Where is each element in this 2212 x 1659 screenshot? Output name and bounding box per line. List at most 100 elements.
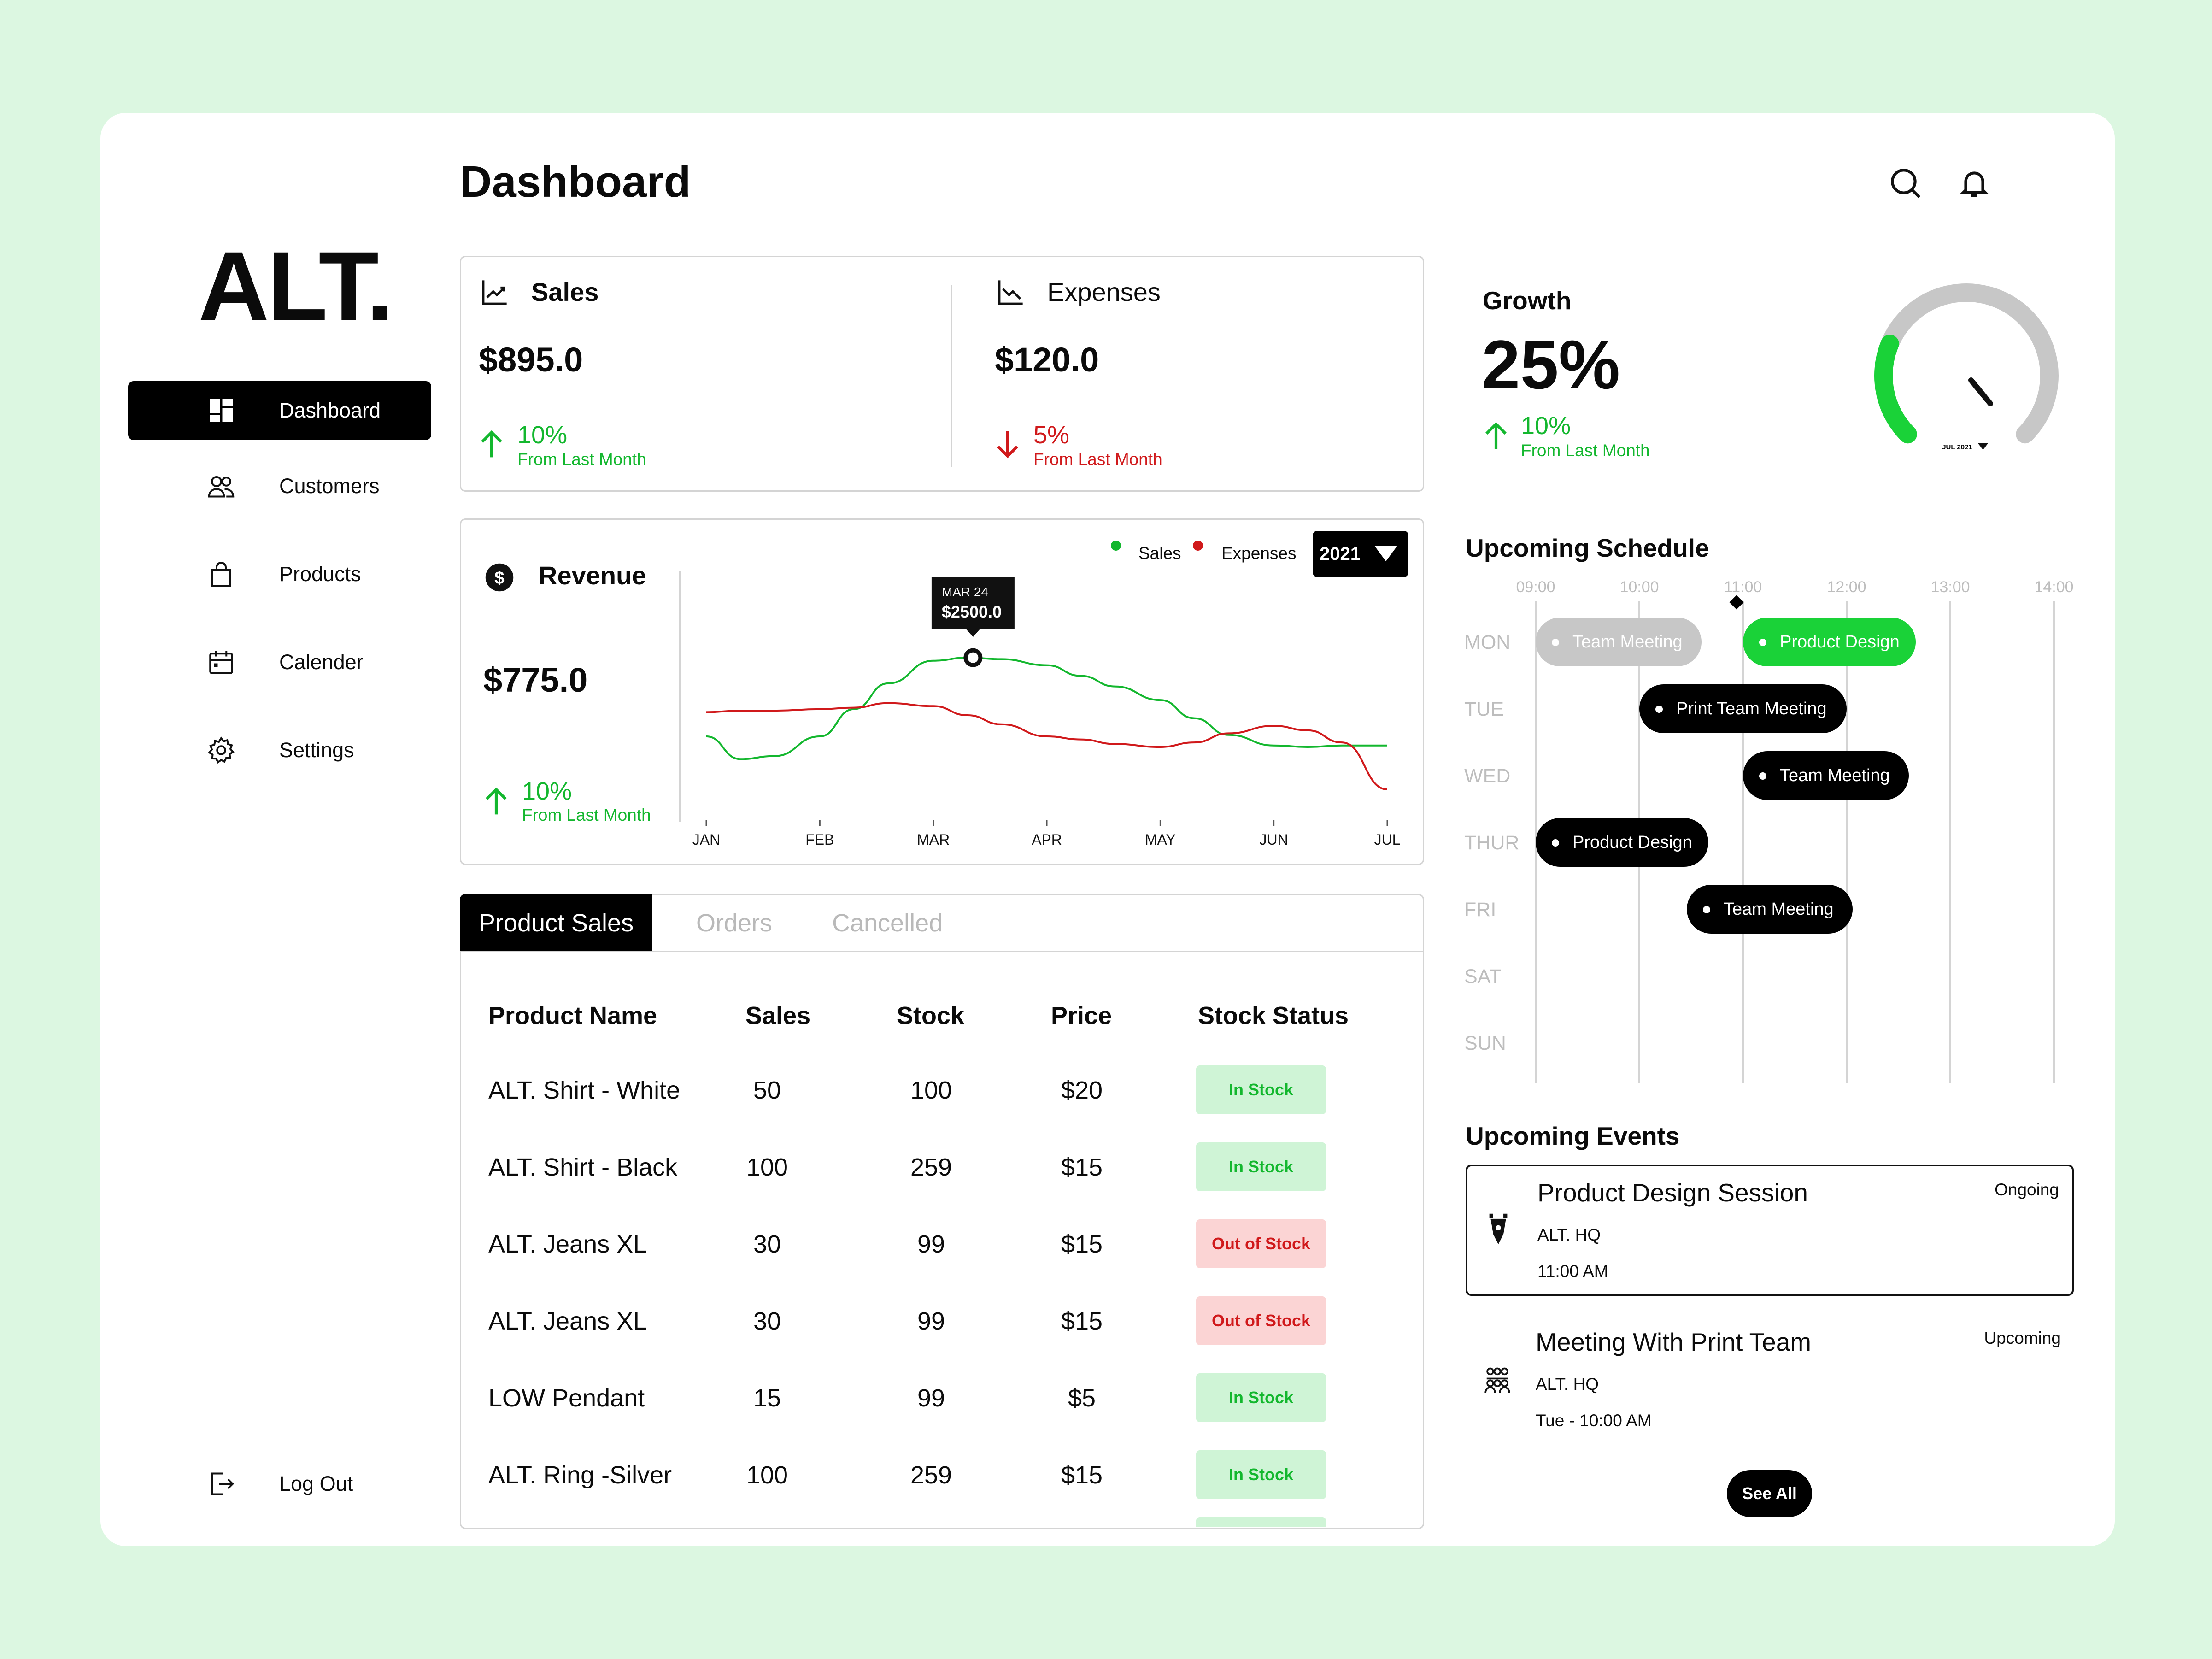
x-axis-tick-label: APR [1032, 831, 1062, 848]
gauge-label: JUL 2021 [1942, 443, 1972, 451]
cell-stock: 100 [910, 1077, 952, 1104]
arrow-down-icon [997, 431, 1018, 459]
cell-sales: 15 [753, 1384, 781, 1412]
stock-status-badge: In Stock [1196, 1373, 1326, 1422]
event-time: Tue - 10:00 AM [1536, 1411, 1652, 1430]
year-select[interactable]: 2021 [1313, 531, 1408, 577]
column-header-sales: Sales [745, 1002, 811, 1030]
event-product-design-mon[interactable]: Product Design [1743, 618, 1916, 666]
svg-text:$: $ [494, 568, 504, 588]
stock-status-badge: Out of Stock [1196, 1219, 1326, 1268]
schedule-hour-label: 14:00 [2034, 578, 2074, 596]
logout-icon [211, 1472, 234, 1495]
stock-status-badge: In Stock [1196, 1065, 1326, 1114]
event-place: ALT. HQ [1536, 1375, 1599, 1394]
cell-stock: 99 [917, 1384, 945, 1412]
event-time: 11:00 AM [1537, 1262, 1608, 1281]
sidebar-item-label: Dashboard [279, 399, 381, 422]
shopping-bag-icon [211, 562, 231, 587]
cell-product-name: ALT. Ring -Silver [488, 1461, 672, 1489]
gauge-dropdown-icon[interactable] [1978, 443, 1988, 450]
chevron-down-icon [1374, 546, 1397, 561]
sidebar-item-dashboard[interactable]: Dashboard [128, 381, 431, 440]
event-place: ALT. HQ [1537, 1225, 1601, 1244]
tab-orders[interactable]: Orders [696, 909, 773, 937]
stock-status-badge: Out of Stock [1196, 1296, 1326, 1345]
tooltip-value: $2500.0 [942, 602, 1002, 621]
sidebar-item-label: Settings [279, 738, 354, 762]
expenses-note: From Last Month [1033, 450, 1162, 469]
current-time-marker [1729, 595, 1744, 610]
sidebar-item-label: Customers [279, 474, 380, 498]
cell-price: $15 [1061, 1307, 1103, 1335]
schedule-day-label: SAT [1464, 965, 1502, 988]
sidebar-item-label: Calender [279, 650, 364, 674]
event-title: Meeting With Print Team [1536, 1328, 1812, 1356]
sales-note: From Last Month [517, 450, 646, 469]
schedule-hour-label: 11:00 [1724, 578, 1762, 596]
brand-logo: ALT. [198, 231, 393, 341]
event-product-design-thur[interactable]: Product Design [1536, 818, 1708, 867]
schedule-day-label: FRI [1464, 899, 1496, 921]
cell-stock: 99 [917, 1307, 945, 1335]
x-axis-tick-label: JUL [1374, 831, 1401, 848]
legend-expenses: Expenses [1221, 544, 1297, 563]
logout-label: Log Out [279, 1472, 353, 1495]
cell-product-name: ALT. Jeans XL [488, 1307, 647, 1335]
cell-product-name: ALT. Jeans XL [488, 1230, 647, 1258]
schedule-hour-label: 10:00 [1619, 578, 1659, 596]
gauge-track [1874, 283, 2059, 444]
sidebar-item-label: Products [279, 562, 361, 586]
schedule-gridline [1846, 601, 1848, 1083]
sales-change: 10% [517, 421, 568, 449]
tab-cancelled[interactable]: Cancelled [832, 909, 943, 937]
kpi-divider [951, 285, 952, 467]
logout-button[interactable]: Log Out [128, 1454, 431, 1513]
team-icon [1484, 1367, 1510, 1393]
revenue-value: $775.0 [483, 661, 588, 699]
page-title: Dashboard [460, 157, 691, 206]
dashboard-card: ALT. Dashboard Customers Products Calend… [100, 113, 2115, 1546]
gauge-fill [1874, 335, 1917, 444]
revenue-title: Revenue [539, 561, 646, 590]
tooltip-date: MAR 24 [942, 585, 988, 599]
x-axis-tick-label: JUN [1260, 831, 1288, 848]
events-title: Upcoming Events [1466, 1122, 1680, 1150]
sales-title: Sales [531, 277, 599, 306]
event-status: Ongoing [1995, 1180, 2059, 1199]
cell-price: $15 [1061, 1461, 1103, 1489]
bell-icon[interactable] [1957, 166, 1991, 200]
sidebar-item-settings[interactable]: Settings [128, 721, 431, 780]
kpi-panel: Sales $895.0 10% From Last Month Expense… [460, 256, 1424, 492]
schedule-hour-label: 09:00 [1516, 578, 1555, 596]
legend-sales-dot [1111, 541, 1121, 551]
revenue-chart: JAN FEB MAR APR MAY JUN JUL MAR 24 $2500.0 [692, 577, 1401, 848]
event-card-upcoming[interactable]: Meeting With Print Team ALT. HQ Tue - 10… [1466, 1316, 2074, 1447]
schedule-title: Upcoming Schedule [1466, 534, 1709, 562]
event-team-meeting-mon[interactable]: Team Meeting [1536, 618, 1702, 666]
cell-product-name: LOW Pendant [488, 1384, 645, 1412]
sidebar-item-customers[interactable]: Customers [128, 457, 431, 516]
tab-product-sales[interactable]: Product Sales [460, 894, 652, 952]
trending-chart-icon [482, 280, 507, 305]
event-status: Upcoming [1984, 1329, 2061, 1347]
legend-sales: Sales [1138, 544, 1181, 563]
declining-chart-icon [998, 280, 1023, 305]
event-title: Product Design Session [1537, 1178, 1808, 1207]
sidebar-item-products[interactable]: Products [128, 545, 431, 604]
cell-sales: 100 [746, 1153, 788, 1181]
revenue-note: From Last Month [522, 806, 651, 824]
event-team-meeting-wed[interactable]: Team Meeting [1743, 751, 1909, 800]
users-icon [208, 476, 235, 498]
schedule-day-label: THUR [1464, 832, 1520, 854]
event-team-meeting-fri[interactable]: Team Meeting [1687, 885, 1853, 934]
see-all-button[interactable]: See All [1727, 1470, 1812, 1517]
stock-status-badge: In Stock [1196, 1142, 1326, 1191]
sidebar-item-calender[interactable]: Calender [128, 633, 431, 692]
search-icon[interactable] [1888, 166, 1922, 200]
growth-change: 10% [1521, 412, 1571, 440]
cell-price: $15 [1061, 1153, 1103, 1181]
tooltip-point [963, 648, 983, 667]
event-print-team-meeting-tue[interactable]: Print Team Meeting [1639, 684, 1847, 733]
event-card-ongoing[interactable]: Product Design Session ALT. HQ 11:00 AM … [1466, 1165, 2074, 1296]
